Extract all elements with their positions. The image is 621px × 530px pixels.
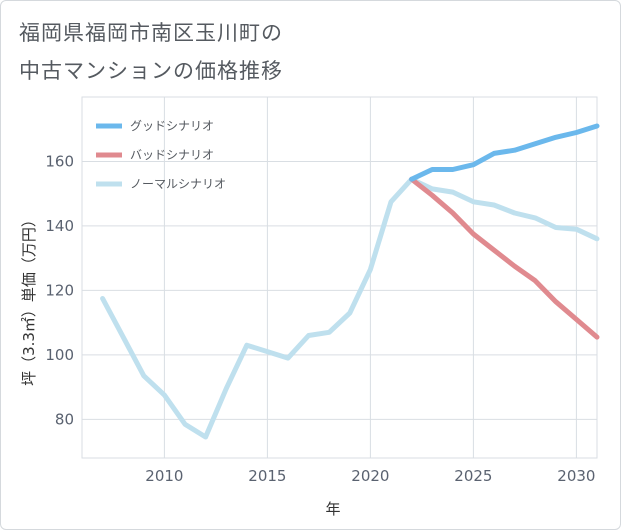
- y-tick-label: 140: [45, 217, 74, 235]
- chart-title-line-1: 福岡県福岡市南区玉川町の: [19, 21, 283, 45]
- legend-label: グッドシナリオ: [130, 119, 214, 133]
- legend-item[interactable]: ノーマルシナリオ: [96, 177, 226, 191]
- y-tick-label: 100: [45, 346, 74, 364]
- y-tick-label: 160: [45, 152, 74, 170]
- x-tick-label: 2020: [351, 467, 389, 485]
- legend-item[interactable]: グッドシナリオ: [96, 119, 214, 133]
- x-tick-label: 2015: [248, 467, 286, 485]
- tick-labels: 2010 2015 2020 2025 2030 80 100 120 140 160: [45, 152, 595, 485]
- plot-area: [81, 96, 598, 459]
- series-line-2[interactable]: [100, 176, 600, 440]
- chart-title-line-2: 中古マンションの価格推移: [19, 59, 283, 83]
- y-tick-label: 80: [55, 410, 74, 428]
- x-tick-label: 2025: [454, 467, 492, 485]
- x-tick-label: 2010: [145, 467, 183, 485]
- series-line-0[interactable]: [409, 123, 600, 182]
- x-tick-label: 2030: [557, 467, 595, 485]
- y-axis-label: 坪（3.3㎡）単価（万円）: [20, 212, 38, 386]
- series-layer: [100, 123, 600, 440]
- legend-label: ノーマルシナリオ: [130, 177, 226, 191]
- x-axis-label: 年: [325, 500, 340, 518]
- legend-label: バッドシナリオ: [130, 148, 214, 162]
- legend-item[interactable]: バッドシナリオ: [96, 148, 214, 162]
- y-tick-label: 120: [45, 281, 74, 299]
- series-line-1[interactable]: [409, 176, 600, 340]
